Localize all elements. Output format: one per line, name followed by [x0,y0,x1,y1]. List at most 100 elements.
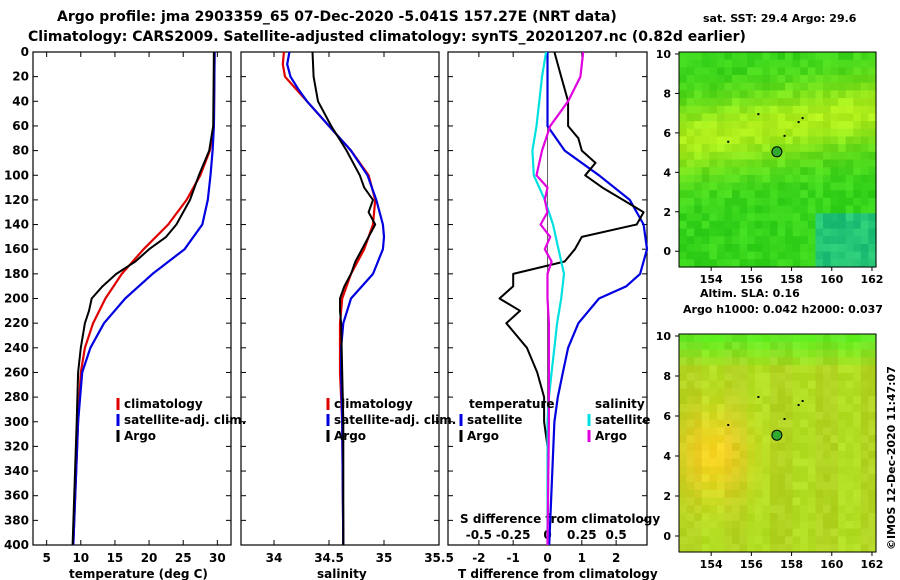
map-cell [860,52,869,61]
copyright-stamp: ©IMOS 12-Dec-2020 11:47:07 [885,366,898,550]
map-cell [777,404,786,413]
x-tick-label: 34 [266,551,283,565]
map-cell [754,505,763,514]
map-cell [785,75,794,84]
map-cell [815,159,824,168]
sla-map-title: Altim. SLA: 0.16 [700,287,800,300]
map-cell [754,205,763,214]
map-cell [709,404,718,413]
map-cell [709,228,718,237]
map-cell [739,144,748,153]
map-cell [860,380,869,390]
map-cell [694,98,703,107]
map-cell [686,67,695,76]
map-cell [815,411,824,421]
map-cell [785,466,794,475]
map-cell [732,349,741,358]
map-cell [679,520,688,530]
map-cell [716,458,726,467]
map-cell [823,474,832,483]
map-cell [716,443,726,452]
map-cell [769,59,779,68]
map-cell [739,481,748,491]
map-cell [815,372,824,382]
map-cell [762,474,771,483]
map-cell [709,105,718,115]
map-cell [868,481,877,491]
map-cell [747,357,756,366]
map-cell [732,411,741,421]
map-cell [686,419,695,428]
map-cell [701,82,710,91]
map-cell [777,427,786,436]
map-cell [815,151,824,161]
depth-tick-label: 20 [12,70,29,84]
map-cell [679,205,688,214]
map-cell [853,404,862,413]
map-cell [762,372,771,382]
map-cell [747,59,756,68]
map-cell [838,98,847,107]
map-cell [868,450,877,460]
map-cell [694,341,703,351]
map-cell [724,450,733,460]
map-cell [686,489,695,499]
map-cell [815,90,824,99]
map-cell [686,357,695,366]
map-cell [747,435,756,444]
map-cell [823,388,832,397]
map-cell [838,82,847,91]
map-cell [815,435,824,444]
map-cell [815,197,824,207]
island-dot [797,121,800,124]
map-cell [830,121,839,130]
map-cell [868,244,877,253]
map-cell [709,520,718,530]
map-cell [815,182,824,191]
map-cell [754,404,763,413]
map-cell [747,220,756,230]
map-cell [823,144,832,153]
island-dot [797,404,800,406]
map-cell [709,136,718,145]
map-cell [807,113,816,122]
map-cell [800,334,809,343]
map-cell [830,251,839,260]
map-cell [845,481,854,491]
map-cell [830,259,839,268]
map-cell [830,372,839,382]
map-cell [709,334,718,343]
map-cell [845,536,854,545]
map-cell [845,380,854,390]
map-cell [739,113,748,122]
series-line-black [311,51,377,545]
map-cell [785,427,794,436]
map-cell [830,443,839,452]
sst-map-frame [678,51,877,268]
map-cell [777,190,786,199]
map-cell [860,174,869,184]
map-cell [686,236,695,245]
map-cell [853,67,862,76]
map-cell [701,505,710,514]
map-cell [838,365,847,374]
map-cell [792,182,801,191]
map-cell [724,443,733,452]
map-cell [838,128,847,138]
map-cell [838,75,847,84]
map-cell [709,419,718,428]
map-cell [777,136,786,145]
map-cell [815,450,824,460]
map-cell [747,121,756,130]
map-cell [845,443,854,452]
map-cell [845,67,854,76]
map-cell [838,520,847,530]
map-cell [800,228,809,237]
map-cell [868,349,877,358]
map-cell [747,90,756,99]
map-cell [853,220,862,230]
map-cell [777,474,786,483]
map-cell [868,380,877,390]
depth-tick-label: 400 [4,538,29,552]
map-cell [785,121,794,130]
